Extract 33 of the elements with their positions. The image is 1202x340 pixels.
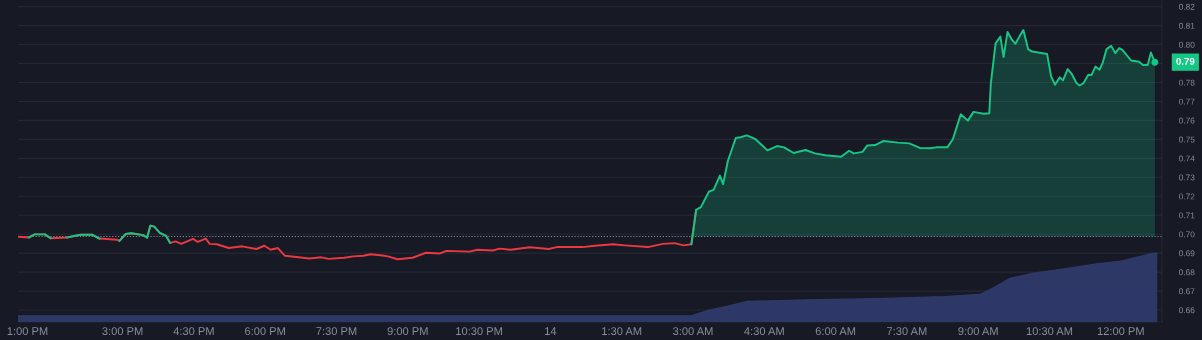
x-tick-label: 7:30 AM — [887, 327, 927, 336]
x-tick-label: 7:30 PM — [316, 327, 357, 336]
y-tick-label: 0.80 — [1178, 41, 1195, 48]
y-tick-label: 0.82 — [1178, 3, 1195, 10]
x-tick-label: 9:00 AM — [958, 327, 998, 336]
y-tick-label: 0.69 — [1178, 250, 1195, 257]
x-tick-label: 10:30 AM — [1026, 327, 1073, 336]
y-tick-label: 0.68 — [1178, 269, 1195, 276]
x-tick-label: 12:00 PM — [1097, 327, 1144, 336]
x-tick-label: 4:30 PM — [173, 327, 214, 336]
x-tick-label: 1:00 PM — [7, 327, 48, 336]
x-tick-label: 9:00 PM — [387, 327, 428, 336]
x-tick-label: 3:00 AM — [673, 327, 713, 336]
y-tick-label: 0.70 — [1178, 231, 1195, 238]
annotation: 0.79 — [1176, 57, 1195, 65]
x-tick-label: 6:00 PM — [245, 327, 285, 336]
y-tick-label: 0.71 — [1178, 212, 1195, 219]
y-tick-label: 0.78 — [1178, 79, 1195, 86]
y-tick-label: 0.75 — [1178, 136, 1195, 143]
y-tick-label: 0.73 — [1178, 174, 1195, 181]
x-tick-label: 14 — [545, 327, 557, 335]
x-tick-label: 6:00 AM — [815, 327, 856, 336]
y-tick-label: 0.74 — [1178, 155, 1195, 162]
y-tick-label: 0.67 — [1178, 288, 1195, 295]
y-tick-label: 0.76 — [1178, 117, 1195, 124]
y-tick-label: 0.81 — [1178, 22, 1195, 29]
y-tick-label: 0.72 — [1178, 193, 1195, 200]
x-tick-label: 1:30 AM — [602, 327, 642, 336]
x-tick-label: 10:30 PM — [456, 327, 502, 336]
x-tick-label: 3:00 PM — [102, 327, 143, 336]
y-tick-label: 0.77 — [1178, 98, 1195, 105]
x-tick-label: 4:30 AM — [744, 327, 784, 336]
y-tick-label: 0.66 — [1178, 307, 1195, 314]
